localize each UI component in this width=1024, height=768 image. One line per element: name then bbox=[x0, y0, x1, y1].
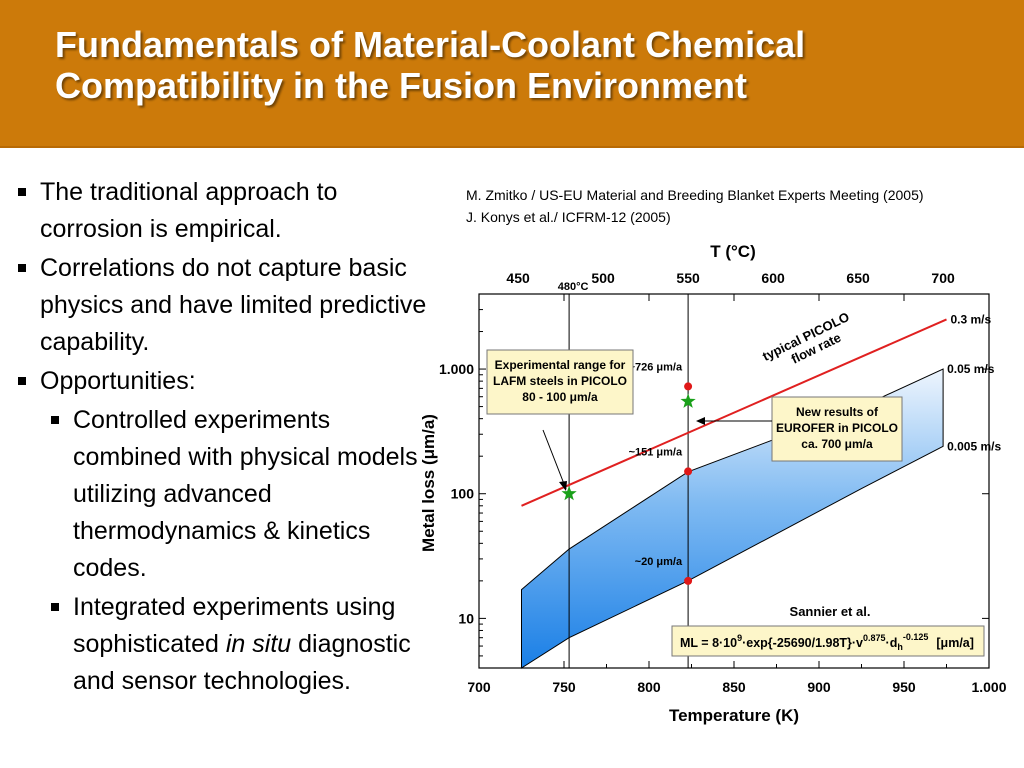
sub-bullet-item: Controlled experiments combined with phy… bbox=[18, 402, 428, 587]
x-tick-label: 850 bbox=[722, 679, 746, 695]
title-line-2: Compatibility in the Fusion Environment bbox=[55, 65, 748, 106]
x-tick-label: 800 bbox=[637, 679, 661, 695]
experimental-range-box: Experimental range for LAFM steels in PI… bbox=[486, 349, 634, 415]
experimental-range-arrow bbox=[542, 429, 567, 490]
data-point-label: ~151 μm/a bbox=[629, 446, 683, 458]
series-label: 0.05 m/s bbox=[947, 362, 995, 376]
title-banner: Fundamentals of Material-Coolant Chemica… bbox=[0, 0, 1024, 148]
arrowhead-icon bbox=[559, 481, 567, 491]
bullet-square-icon bbox=[51, 416, 59, 424]
slide-title: Fundamentals of Material-Coolant Chemica… bbox=[55, 24, 995, 106]
new-results-line-1: New results of bbox=[796, 405, 879, 419]
new-results-line-3: ca. 700 μm/a bbox=[801, 437, 873, 451]
experimental-range-line-1: Experimental range for bbox=[495, 358, 626, 372]
data-point-label: ~726 μm/a bbox=[629, 361, 683, 373]
x-tick-label: 1.000 bbox=[971, 679, 1006, 695]
y-axis-title: Metal loss (μm/a) bbox=[419, 414, 438, 552]
y-tick-label: 100 bbox=[451, 486, 475, 502]
x-tick-label: 750 bbox=[552, 679, 576, 695]
y-tick-label: 1.000 bbox=[439, 361, 474, 377]
star-marker-icon bbox=[561, 485, 577, 501]
top-axis-ticks: 450 500 550 600 650 700 bbox=[506, 270, 955, 286]
top-tick-label: 450 bbox=[506, 270, 530, 286]
data-point bbox=[684, 576, 693, 585]
svg-text:ML = 8·109·exp{-25690/1.98T}·v: ML = 8·109·exp{-25690/1.98T}·v0.875·dh-0… bbox=[680, 632, 974, 652]
new-results-box: New results of EUROFER in PICOLO ca. 700… bbox=[771, 396, 903, 462]
top-tick-label: 650 bbox=[846, 270, 870, 286]
sub-bullet-text: Controlled experiments combined with phy… bbox=[73, 406, 418, 582]
x-axis-title: Temperature (K) bbox=[669, 706, 799, 725]
formula-exponent-9: 9 bbox=[737, 633, 742, 643]
arrowhead-icon bbox=[696, 417, 705, 425]
formula-exponent-v: 0.875 bbox=[863, 633, 886, 643]
bullet-list: The traditional approach to corrosion is… bbox=[18, 174, 428, 700]
top-tick-label: 500 bbox=[591, 270, 615, 286]
x-tick-label: 900 bbox=[807, 679, 831, 695]
bullet-square-icon bbox=[18, 188, 26, 196]
vertical-line-480c-label: 480°C bbox=[558, 281, 589, 293]
formula-dh: ·d bbox=[886, 636, 898, 650]
reference-1: M. Zmitko / US-EU Material and Breeding … bbox=[466, 187, 924, 203]
series-line-0.3-ms bbox=[521, 318, 947, 507]
experimental-range-line-3: 80 - 100 μm/a bbox=[522, 390, 598, 404]
bullet-square-icon bbox=[18, 377, 26, 385]
bullet-square-icon bbox=[51, 603, 59, 611]
top-tick-label: 550 bbox=[676, 270, 700, 286]
top-axis-title: T (°C) bbox=[710, 242, 756, 261]
bullet-text: Opportunities: bbox=[40, 367, 196, 395]
formula-h: h bbox=[897, 642, 903, 652]
y-tick-label: 10 bbox=[458, 610, 474, 626]
x-tick-label: 950 bbox=[892, 679, 916, 695]
title-line-1: Fundamentals of Material-Coolant Chemica… bbox=[55, 24, 806, 65]
new-results-line-2: EUROFER in PICOLO bbox=[776, 421, 898, 435]
data-point bbox=[684, 467, 693, 476]
references: M. Zmitko / US-EU Material and Breeding … bbox=[466, 184, 924, 228]
series-label: 0.3 m/s bbox=[951, 312, 992, 326]
reference-2: J. Konys et al./ ICFRM-12 (2005) bbox=[466, 209, 671, 225]
bullet-text: Correlations do not capture basic physic… bbox=[40, 254, 427, 356]
bullet-square-icon bbox=[18, 264, 26, 272]
bullet-item: Correlations do not capture basic physic… bbox=[18, 250, 428, 361]
data-point-label: ~20 μm/a bbox=[635, 556, 683, 568]
picolo-label: typical PICOLO flow rate bbox=[760, 309, 852, 367]
top-tick-label: 600 bbox=[761, 270, 785, 286]
formula-unit: [μm/a] bbox=[936, 636, 974, 650]
series-label: 0.005 m/s bbox=[947, 439, 1001, 453]
data-point bbox=[684, 382, 693, 391]
formula-middle: ·exp{-25690/1.98T}·v bbox=[742, 636, 863, 650]
formula-box: ML = 8·109·exp{-25690/1.98T}·v0.875·dh-0… bbox=[671, 625, 985, 657]
formula-main: ML = 8·10 bbox=[680, 636, 737, 650]
sub-bullet-text-a: Integrated experiments using sophisticat… bbox=[73, 593, 396, 658]
sub-bullet-item: Integrated experiments using sophisticat… bbox=[18, 589, 428, 700]
bullet-item: Opportunities: bbox=[18, 363, 428, 400]
experimental-range-line-2: LAFM steels in PICOLO bbox=[493, 374, 627, 388]
sub-bullet-text-b: diagnostic and sensor technologies. bbox=[73, 630, 411, 695]
top-tick-label: 700 bbox=[931, 270, 955, 286]
x-tick-label: 700 bbox=[467, 679, 491, 695]
source-label: Sannier et al. bbox=[790, 604, 871, 619]
star-marker-icon bbox=[680, 393, 696, 408]
bullet-item: The traditional approach to corrosion is… bbox=[18, 174, 428, 248]
formula-exponent-d: -0.125 bbox=[903, 632, 929, 642]
sub-bullet-emphasis: in situ bbox=[225, 630, 292, 658]
bullet-text: The traditional approach to corrosion is… bbox=[40, 178, 338, 243]
